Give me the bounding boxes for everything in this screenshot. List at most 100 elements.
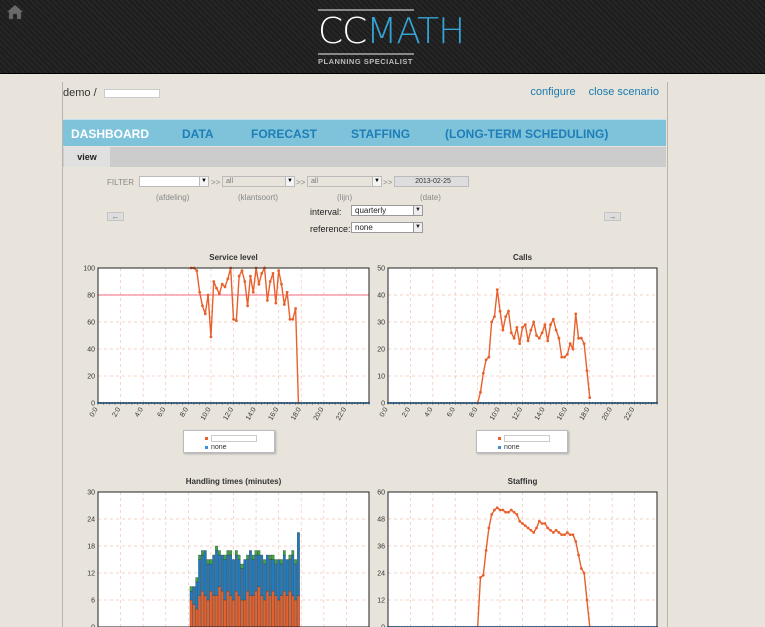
configure-link[interactable]: configure [530, 86, 576, 98]
series-point [257, 282, 261, 286]
series-point [198, 290, 202, 294]
y-tick-label: 40 [377, 293, 385, 300]
tab-long-term-scheduling[interactable]: (LONG-TERM SCHEDULING) [445, 127, 609, 141]
bar-blue [209, 563, 213, 592]
series-point [565, 353, 569, 356]
subtab-view[interactable]: view [64, 147, 110, 167]
bar-green [282, 550, 286, 556]
series-point [518, 342, 522, 345]
bar-green [198, 554, 201, 560]
close-scenario-link[interactable]: close scenario [588, 86, 659, 98]
tab-dashboard[interactable]: DASHBOARD [71, 127, 149, 141]
bar-blue [229, 554, 233, 596]
series-point [484, 358, 488, 362]
y-tick-label: 60 [377, 490, 385, 497]
bar-blue [192, 586, 196, 605]
series-point [579, 567, 583, 570]
series-point [274, 301, 278, 305]
date-label: (date) [420, 193, 441, 202]
series-point [521, 522, 524, 525]
bar-blue [215, 550, 218, 596]
series-point [282, 303, 286, 306]
scenario-name-field[interactable] [103, 88, 160, 98]
legend-none-label: none [504, 444, 520, 451]
y-tick-label: 6 [91, 598, 95, 605]
bar-green [291, 550, 295, 556]
next-date-button[interactable]: → [604, 212, 621, 221]
bar-blue [285, 559, 289, 596]
bar-orange [260, 595, 264, 627]
date-field[interactable]: 2013-02-25 [394, 176, 469, 187]
series-point [529, 528, 533, 532]
bar-orange [271, 590, 275, 627]
series-point [577, 336, 580, 340]
bar-orange [232, 599, 235, 627]
y-tick-label: 36 [377, 544, 385, 551]
series-point [291, 317, 295, 321]
lijn-select[interactable]: all ▼ [307, 176, 382, 187]
series-point [543, 323, 547, 327]
tab-staffing[interactable]: STAFFING [351, 127, 411, 141]
bar-green [215, 545, 218, 551]
tab-forecast[interactable]: FORECAST [251, 127, 317, 141]
bar-blue [240, 568, 244, 601]
bar-green [195, 577, 199, 583]
bar-orange [266, 590, 269, 627]
bar-green [294, 559, 297, 565]
breadcrumb-user[interactable]: demo [63, 87, 91, 99]
afdeling-select[interactable]: ▼ [139, 176, 209, 187]
x-tick-label: 8:0 [468, 406, 479, 418]
series-point [563, 355, 566, 359]
bar-orange [223, 599, 227, 627]
chevron-down-icon: ▼ [413, 206, 422, 215]
bar-orange [195, 608, 199, 627]
series-point [521, 326, 524, 329]
bar-blue [257, 554, 261, 587]
home-icon[interactable] [6, 4, 24, 20]
bar-orange [206, 599, 210, 627]
legend-series-name [211, 435, 257, 442]
series-point [487, 526, 491, 530]
x-tick-label: 12:0 [511, 406, 524, 421]
bar-orange [220, 590, 224, 627]
bar-orange [246, 590, 249, 627]
x-tick-label: 10:0 [489, 406, 502, 421]
bar-orange [254, 590, 258, 627]
series-point [509, 508, 513, 512]
bar-orange [212, 595, 216, 627]
series-point [546, 339, 550, 343]
tab-data[interactable]: DATA [182, 127, 214, 141]
top-links: configure close scenario [520, 86, 659, 98]
legend-swatch-none [498, 445, 501, 449]
x-tick-label: 18:0 [290, 406, 303, 421]
reference-select[interactable]: none ▼ [351, 222, 423, 233]
series-point [203, 312, 207, 316]
klantsoort-select[interactable]: all ▼ [222, 176, 295, 187]
prev-date-button[interactable]: ← [107, 212, 124, 221]
series-point [560, 533, 564, 537]
series-point [277, 269, 281, 273]
chart-title: Staffing [508, 477, 538, 486]
bar-blue [243, 559, 247, 601]
bar-green [229, 550, 233, 556]
interval-value: quarterly [355, 206, 387, 215]
bar-blue [218, 554, 221, 587]
bar-orange [201, 590, 204, 627]
legend-series-name [504, 435, 550, 442]
ccmath-logo: CCMATH PLANNING SPECIALIST [318, 9, 465, 66]
series-point [537, 336, 541, 340]
chart-title: Handling times (minutes) [186, 477, 282, 486]
interval-select[interactable]: quarterly ▼ [351, 205, 423, 216]
series-point [574, 312, 578, 316]
series-point [560, 355, 564, 359]
series-point [563, 533, 566, 537]
y-tick-label: 20 [87, 374, 95, 381]
series-point [220, 282, 224, 286]
series-point [212, 280, 216, 283]
calls-legend: none [476, 430, 568, 453]
series-point [523, 323, 527, 327]
lijn-value: all [311, 178, 319, 185]
y-tick-label: 10 [377, 374, 385, 381]
bar-blue [280, 563, 283, 596]
filter-separator: >> [296, 178, 306, 187]
